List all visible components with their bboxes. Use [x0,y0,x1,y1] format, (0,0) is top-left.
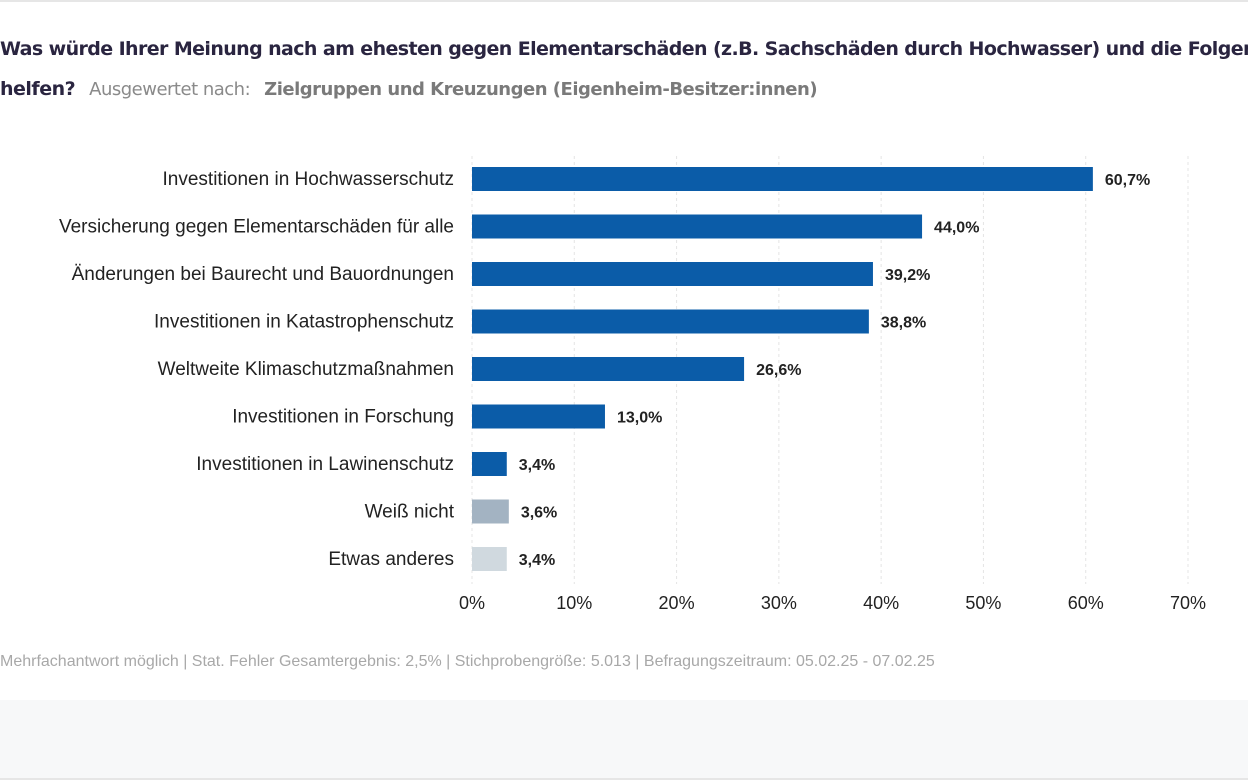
bar [472,309,869,334]
category-label: Investitionen in Forschung [232,407,454,428]
bar [472,404,605,429]
data-label: 3,4% [519,457,555,474]
x-tick-label: 10% [556,593,592,613]
bottom-panel [0,700,1248,780]
bar [472,167,1093,191]
title-end: helfen? [0,78,76,100]
x-tick-label: 40% [863,593,899,613]
category-label: Weiß nicht [365,502,455,523]
category-label: Etwas anderes [328,549,454,570]
x-tick-label: 30% [761,593,797,613]
chart-title: Was würde Ihrer Meinung nach am ehesten … [0,38,1248,60]
data-label: 13,0% [617,410,662,427]
chart-title-line2: helfen? Ausgewertet nach: Zielgruppen und … [0,78,818,100]
data-label: 3,4% [519,552,555,569]
x-tick-label: 0% [459,593,485,613]
bar [472,499,509,524]
category-label: Investitionen in Hochwasserschutz [163,169,454,190]
category-label: Weltweite Klimaschutzmaßnahmen [158,359,454,380]
x-tick-label: 70% [1170,593,1206,613]
data-label: 26,6% [756,362,801,379]
x-tick-label: 20% [659,593,695,613]
bar [472,357,745,381]
top-border [0,0,1248,2]
data-label: 39,2% [885,267,930,284]
category-label: Änderungen bei Baurecht und Bauordnungen [72,264,454,285]
bar [472,547,507,571]
evaluated-value: Zielgruppen und Kreuzungen (Eigenheim-Be… [264,79,818,100]
bar-chart: 0% 10% 20% 30% 40% 50% 60% 70% Investitionen in … [59,156,1206,613]
bar [472,452,507,476]
data-label: 60,7% [1105,172,1150,189]
evaluated-label: Ausgewertet nach: [89,79,251,100]
footer-note: Mehrfachantwort möglich | Stat. Fehler G… [0,653,935,670]
x-tick-label: 50% [965,593,1001,613]
bar [472,262,873,286]
data-label: 38,8% [881,315,926,332]
data-label: 3,6% [521,505,557,522]
category-label: Versicherung gegen Elementarschäden für … [59,217,454,238]
bar [472,214,923,239]
category-label: Investitionen in Lawinenschutz [196,454,454,475]
category-label: Investitionen in Katastrophenschutz [154,312,454,333]
data-label: 44,0% [934,220,979,237]
x-tick-label: 60% [1068,593,1104,613]
